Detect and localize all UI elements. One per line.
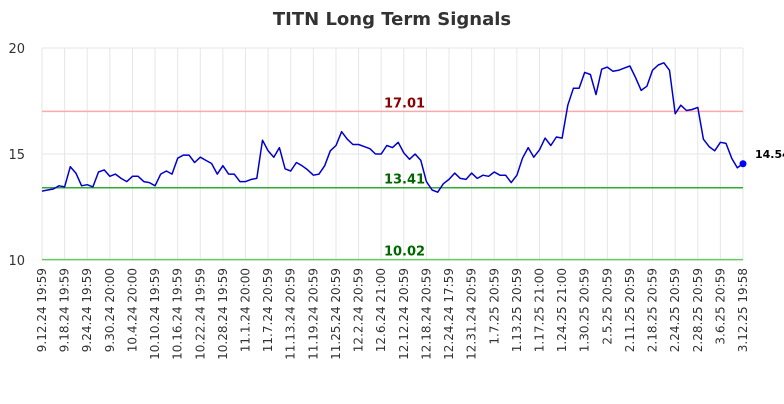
x-tick-label: 11.13.24 20:59 bbox=[284, 268, 298, 360]
x-tick-label: 9.12.24 19:59 bbox=[35, 268, 49, 352]
grid bbox=[41, 47, 744, 261]
x-tick-label: 11.19.24 20:59 bbox=[306, 268, 320, 360]
x-tick-label: 10.10.24 19:59 bbox=[148, 268, 162, 360]
x-tick-label: 1.30.25 20:59 bbox=[578, 268, 592, 352]
x-tick-label: 10.22.24 19:59 bbox=[193, 268, 207, 360]
x-tick-label: 2.18.25 20:59 bbox=[646, 268, 660, 352]
x-tick-label: 2.11.25 20:59 bbox=[623, 268, 637, 352]
x-tick-label: 3.6.25 20:59 bbox=[713, 268, 727, 345]
signal-line-label: 13.41 bbox=[384, 173, 425, 188]
x-tick-label: 11.7.24 20:59 bbox=[261, 268, 275, 352]
price-line bbox=[41, 62, 744, 193]
x-tick-label: 1.17.25 21:00 bbox=[532, 268, 546, 352]
x-tick-label: 12.31.24 20:59 bbox=[465, 268, 479, 360]
x-tick-label: 10.28.24 19:59 bbox=[216, 268, 230, 360]
y-tick-label: 15 bbox=[8, 148, 25, 163]
x-tick-label: 12.24.24 17:59 bbox=[442, 268, 456, 360]
y-tick-label: 10 bbox=[8, 254, 25, 269]
x-tick-label: 2.5.25 20:59 bbox=[600, 268, 614, 345]
x-tick-label: 9.24.24 19:59 bbox=[80, 268, 94, 352]
x-tick-label: 11.1.24 20:00 bbox=[239, 268, 253, 352]
chart-title: TITN Long Term Signals bbox=[273, 9, 511, 30]
x-tick-label: 2.28.25 20:59 bbox=[691, 268, 705, 352]
signal-line-label: 10.02 bbox=[384, 245, 425, 260]
x-tick-label: 1.13.25 20:59 bbox=[510, 268, 524, 352]
x-tick-label: 3.12.25 19:58 bbox=[736, 268, 750, 352]
last-value-marker bbox=[739, 160, 747, 168]
x-tick-label: 11.25.24 20:59 bbox=[329, 268, 343, 360]
x-tick-label: 9.18.24 19:59 bbox=[58, 268, 72, 352]
price-series: 14.54 bbox=[41, 62, 784, 193]
y-axis-ticks: 10 15 20 bbox=[8, 42, 25, 269]
x-tick-label: 12.6.24 21:00 bbox=[374, 268, 388, 352]
x-tick-label: 9.30.24 20:00 bbox=[103, 268, 117, 352]
x-tick-label: 2.24.25 20:59 bbox=[668, 268, 682, 352]
signal-line-label: 17.01 bbox=[384, 96, 425, 111]
x-axis-ticks: 9.12.24 19:59 9.18.24 19:59 9.24.24 19:59 9… bbox=[35, 268, 750, 360]
last-value-label: 14.54 bbox=[755, 148, 784, 161]
x-tick-label: 1.7.25 20:59 bbox=[487, 268, 501, 345]
y-tick-label: 20 bbox=[8, 42, 25, 57]
x-tick-label: 10.16.24 19:59 bbox=[171, 268, 185, 360]
x-tick-label: 12.18.24 20:59 bbox=[419, 268, 433, 360]
x-tick-label: 12.12.24 20:59 bbox=[397, 268, 411, 360]
signal-lines: 17.01 13.41 10.02 bbox=[42, 96, 743, 261]
x-tick-label: 10.4.24 20:00 bbox=[125, 268, 139, 352]
x-tick-label: 1.24.25 21:00 bbox=[555, 268, 569, 352]
x-tick-label: 12.2.24 20:59 bbox=[352, 268, 366, 352]
